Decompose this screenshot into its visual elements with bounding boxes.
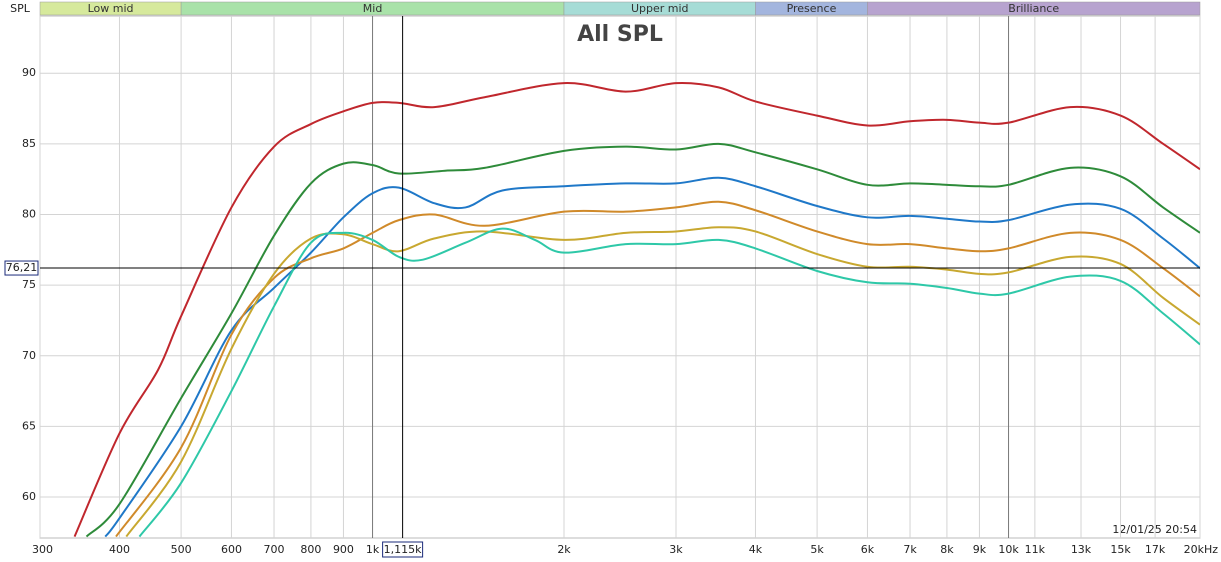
cursor-label-box bbox=[4, 260, 39, 276]
y-tick-label: 75 bbox=[22, 278, 36, 291]
x-tick-label: 15k bbox=[1110, 543, 1131, 556]
y-tick-label: 90 bbox=[22, 66, 36, 79]
series-line bbox=[85, 142, 1200, 538]
chart-title: All SPL bbox=[577, 22, 663, 47]
x-tick-label: 300 bbox=[32, 543, 53, 556]
cursor-y-label: 76,21 bbox=[6, 261, 38, 274]
x-tick-label: 2k bbox=[557, 543, 571, 556]
x-tick-label: 6k bbox=[861, 543, 875, 556]
series-line bbox=[125, 226, 1200, 538]
band bbox=[867, 1, 1201, 16]
band-label: Mid bbox=[363, 2, 383, 15]
y-tick-label: 80 bbox=[22, 207, 36, 220]
series-line bbox=[115, 200, 1200, 538]
x-tick-label: 500 bbox=[171, 543, 192, 556]
series-group bbox=[73, 81, 1200, 538]
y-tick-label: 70 bbox=[22, 349, 36, 362]
x-tick-label: 4k bbox=[749, 543, 763, 556]
x-tick-label: 11k bbox=[1025, 543, 1046, 556]
x-tick-label: 700 bbox=[264, 543, 285, 556]
series-line bbox=[73, 81, 1200, 537]
x-tick-label: 10k bbox=[998, 543, 1019, 556]
x-tick-label: 20kHz bbox=[1184, 543, 1219, 556]
x-tick-label: 9k bbox=[973, 543, 987, 556]
x-tick-label: 600 bbox=[221, 543, 242, 556]
x-tick-label: 400 bbox=[109, 543, 130, 556]
band-label: Brilliance bbox=[1008, 2, 1059, 15]
cursor-label-box bbox=[382, 541, 424, 558]
series-line bbox=[104, 176, 1200, 538]
y-tick-label: 60 bbox=[22, 490, 36, 503]
y-tick-label: 65 bbox=[22, 419, 36, 432]
band-label: Presence bbox=[787, 2, 837, 15]
band-label: Upper mid bbox=[631, 2, 689, 15]
x-tick-label: 8k bbox=[940, 543, 954, 556]
x-tick-label: 17k bbox=[1145, 543, 1166, 556]
x-tick-label: 5k bbox=[810, 543, 824, 556]
x-tick-label: 800 bbox=[300, 543, 321, 556]
x-tick-label: 7k bbox=[903, 543, 917, 556]
cursor-x-label: 1,115k bbox=[384, 543, 422, 556]
x-tick-label: 1k bbox=[366, 543, 380, 556]
series-line bbox=[138, 227, 1200, 538]
x-tick-label: 3k bbox=[669, 543, 683, 556]
x-tick-label: 900 bbox=[333, 543, 354, 556]
y-axis-label: SPL bbox=[10, 2, 31, 15]
band-label: Low mid bbox=[88, 2, 134, 15]
x-tick-label: 13k bbox=[1071, 543, 1092, 556]
plot-area bbox=[39, 15, 1201, 539]
y-tick-label: 85 bbox=[22, 137, 36, 150]
